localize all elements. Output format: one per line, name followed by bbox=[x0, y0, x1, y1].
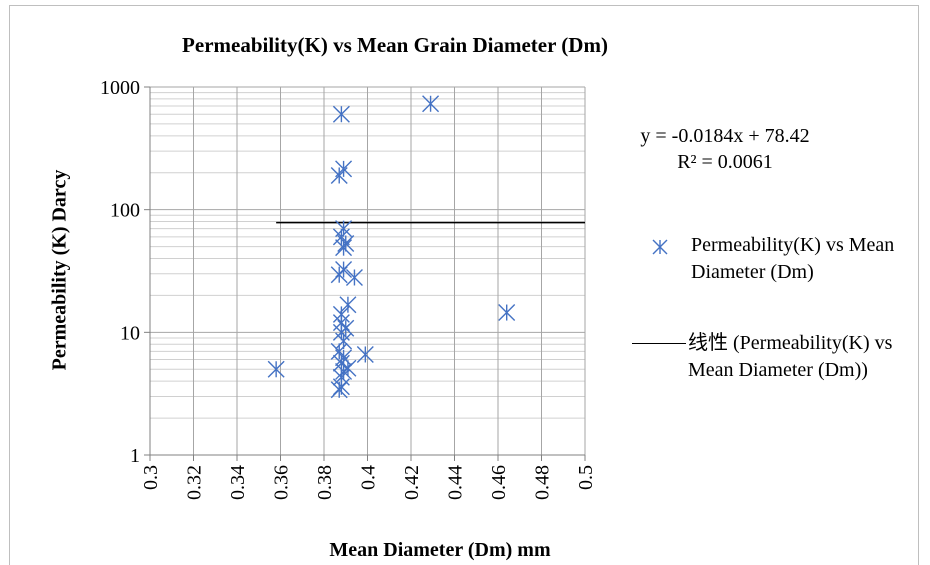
legend-label-series: Permeability(K) vs Mean Diameter (Dm) bbox=[691, 232, 930, 286]
data-point bbox=[336, 161, 352, 177]
y-tick-label: 1 bbox=[130, 445, 140, 467]
x-tick-label: 0.4 bbox=[358, 465, 380, 490]
x-tick-label: 0.34 bbox=[227, 465, 249, 500]
data-point bbox=[357, 346, 373, 362]
y-tick-label: 100 bbox=[110, 200, 140, 222]
legend-entry-series: Permeability(K) vs Mean Diameter (Dm) bbox=[630, 232, 930, 286]
asterisk-marker-icon bbox=[652, 239, 668, 255]
data-point bbox=[499, 305, 515, 321]
y-tick-label: 1000 bbox=[100, 77, 140, 99]
x-tick-label: 0.46 bbox=[488, 465, 510, 500]
x-tick-label: 0.48 bbox=[532, 465, 554, 500]
data-point bbox=[336, 262, 352, 278]
x-tick-label: 0.42 bbox=[401, 465, 423, 500]
data-point bbox=[338, 320, 354, 336]
data-point bbox=[423, 96, 439, 112]
x-axis-title: Mean Diameter (Dm) mm bbox=[150, 539, 730, 562]
data-point bbox=[333, 369, 349, 385]
x-tick-label: 0.3 bbox=[140, 465, 162, 490]
x-tick-label: 0.44 bbox=[445, 465, 467, 500]
trendline-equation-text: y = -0.0184x + 78.42 bbox=[630, 123, 820, 149]
y-tick-label: 10 bbox=[120, 322, 140, 344]
data-point bbox=[333, 306, 349, 322]
data-point bbox=[346, 269, 362, 285]
legend-entry-trendline: 线性 (Permeability(K) vs Mean Diameter (Dm… bbox=[630, 330, 930, 384]
trendline-equation: y = -0.0184x + 78.42 R² = 0.0061 bbox=[630, 123, 820, 175]
legend: Permeability(K) vs Mean Diameter (Dm) 线性… bbox=[630, 232, 930, 384]
x-tick-label: 0.38 bbox=[314, 465, 336, 500]
trendline-swatch-icon bbox=[632, 343, 686, 344]
y-axis-title: Permeability (K) Darcy bbox=[49, 170, 72, 371]
data-point bbox=[340, 297, 356, 313]
x-tick-label: 0.32 bbox=[184, 465, 206, 500]
data-point bbox=[340, 360, 356, 376]
x-tick-label: 0.5 bbox=[575, 465, 597, 490]
legend-label-trendline: 线性 (Permeability(K) vs Mean Diameter (Dm… bbox=[688, 330, 930, 384]
trendline-r-squared: R² = 0.0061 bbox=[630, 149, 820, 175]
x-tick-label: 0.36 bbox=[271, 465, 293, 500]
